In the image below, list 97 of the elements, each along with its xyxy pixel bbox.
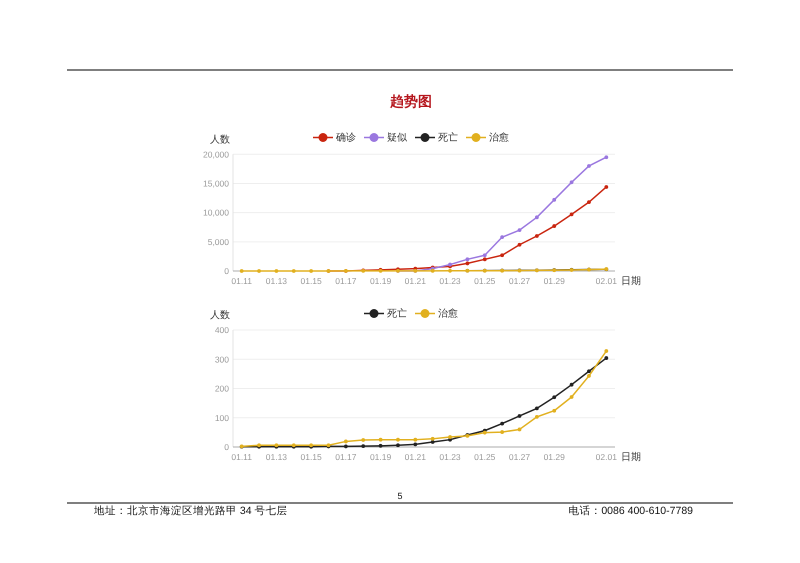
point (500, 253, 504, 258)
point (552, 408, 556, 413)
point (604, 356, 608, 360)
x-tick-label: 01.15 (300, 276, 322, 286)
point (604, 349, 608, 353)
chart-title: 趋势图 (389, 93, 432, 109)
y-tick-label: 20,000 (203, 149, 230, 160)
point (413, 438, 418, 442)
point (587, 164, 591, 168)
x-tick-label: 01.27 (508, 452, 530, 462)
point (430, 436, 435, 441)
point (413, 442, 418, 446)
point (448, 435, 452, 439)
point (587, 374, 591, 378)
y-tick-label: 100 (214, 412, 230, 423)
x-tick-label: 02.01 (596, 276, 618, 286)
x-tick-label: 01.13 (266, 452, 288, 462)
point (552, 395, 556, 400)
point (378, 438, 382, 442)
x-tick-label: 01.11 (231, 452, 252, 462)
point (570, 180, 574, 184)
y-tick-label: 5,000 (208, 236, 230, 247)
point (552, 198, 556, 202)
point (570, 382, 574, 387)
point (500, 422, 504, 426)
y-tick-label: 15,000 (203, 178, 230, 188)
point (500, 430, 504, 434)
x-tick-label: 01.29 (544, 452, 566, 462)
point (482, 253, 487, 258)
text: 电话：0086 400-610-7789 (568, 504, 694, 517)
point (344, 440, 348, 444)
point (482, 257, 487, 262)
point (534, 215, 539, 220)
legend-label: 死亡 (387, 307, 407, 319)
point (430, 440, 435, 444)
legend-label: 疑似 (387, 131, 407, 143)
y-tick-label: 10,000 (203, 208, 230, 218)
legend-label: 治愈 (438, 307, 458, 319)
point (518, 428, 522, 432)
point (292, 269, 296, 273)
x-tick-label: 01.19 (370, 452, 392, 462)
x-tick-label: 01.23 (439, 276, 461, 286)
point (378, 444, 382, 448)
point (274, 269, 278, 273)
point (257, 269, 261, 273)
y-tick-label: 200 (214, 384, 230, 394)
point (587, 200, 591, 204)
y-tick-label: 0 (224, 266, 230, 276)
point (466, 262, 470, 266)
x-tick-label: 01.17 (335, 452, 357, 462)
y-axis-title: 人数 (210, 134, 230, 145)
y-tick-label: 0 (224, 442, 230, 452)
point (448, 268, 452, 273)
text: 5 (397, 491, 403, 501)
point (518, 228, 522, 232)
x-tick-label: 01.23 (439, 452, 461, 462)
x-tick-label: 02.01 (596, 452, 618, 462)
x-tick-label: 01.25 (474, 452, 496, 462)
legend-label: 死亡 (438, 131, 458, 143)
x-tick-label: 01.25 (474, 276, 496, 286)
text: 地址：北京市海淀区增光路甲 34 号七层 (93, 504, 288, 517)
point (309, 269, 314, 273)
point (466, 257, 470, 262)
point (552, 224, 556, 228)
point (518, 414, 522, 418)
point (604, 185, 608, 189)
point (534, 406, 539, 410)
x-tick-label: 01.27 (508, 276, 530, 286)
x-tick-label: 01.19 (370, 276, 392, 286)
y-tick-label: 300 (214, 354, 230, 364)
legend-label: 确诊 (335, 131, 356, 143)
x-tick-label: 01.13 (266, 276, 288, 286)
point (361, 444, 366, 448)
point (500, 235, 504, 240)
legend-label: 治愈 (489, 131, 509, 143)
point (344, 444, 348, 448)
x-tick-label: 01.29 (544, 276, 566, 286)
point (570, 395, 574, 399)
point (396, 443, 400, 448)
point (361, 438, 366, 442)
point (604, 155, 608, 160)
point (518, 242, 522, 247)
y-tick-label: 400 (214, 325, 230, 335)
x-tick-label: 01.21 (404, 452, 426, 462)
x-tick-label: 01.21 (404, 276, 426, 286)
x-axis-title: 日期 (621, 274, 641, 286)
y-axis-title: 人数 (210, 310, 230, 320)
point (587, 369, 591, 374)
x-tick-label: 01.17 (335, 276, 357, 286)
point (396, 438, 400, 442)
point (534, 234, 539, 238)
point (570, 212, 574, 216)
x-tick-label: 01.11 (231, 276, 252, 286)
point (240, 269, 244, 273)
x-tick-label: 01.15 (300, 452, 322, 462)
x-axis-title: 日期 (621, 450, 641, 462)
point (534, 414, 539, 419)
